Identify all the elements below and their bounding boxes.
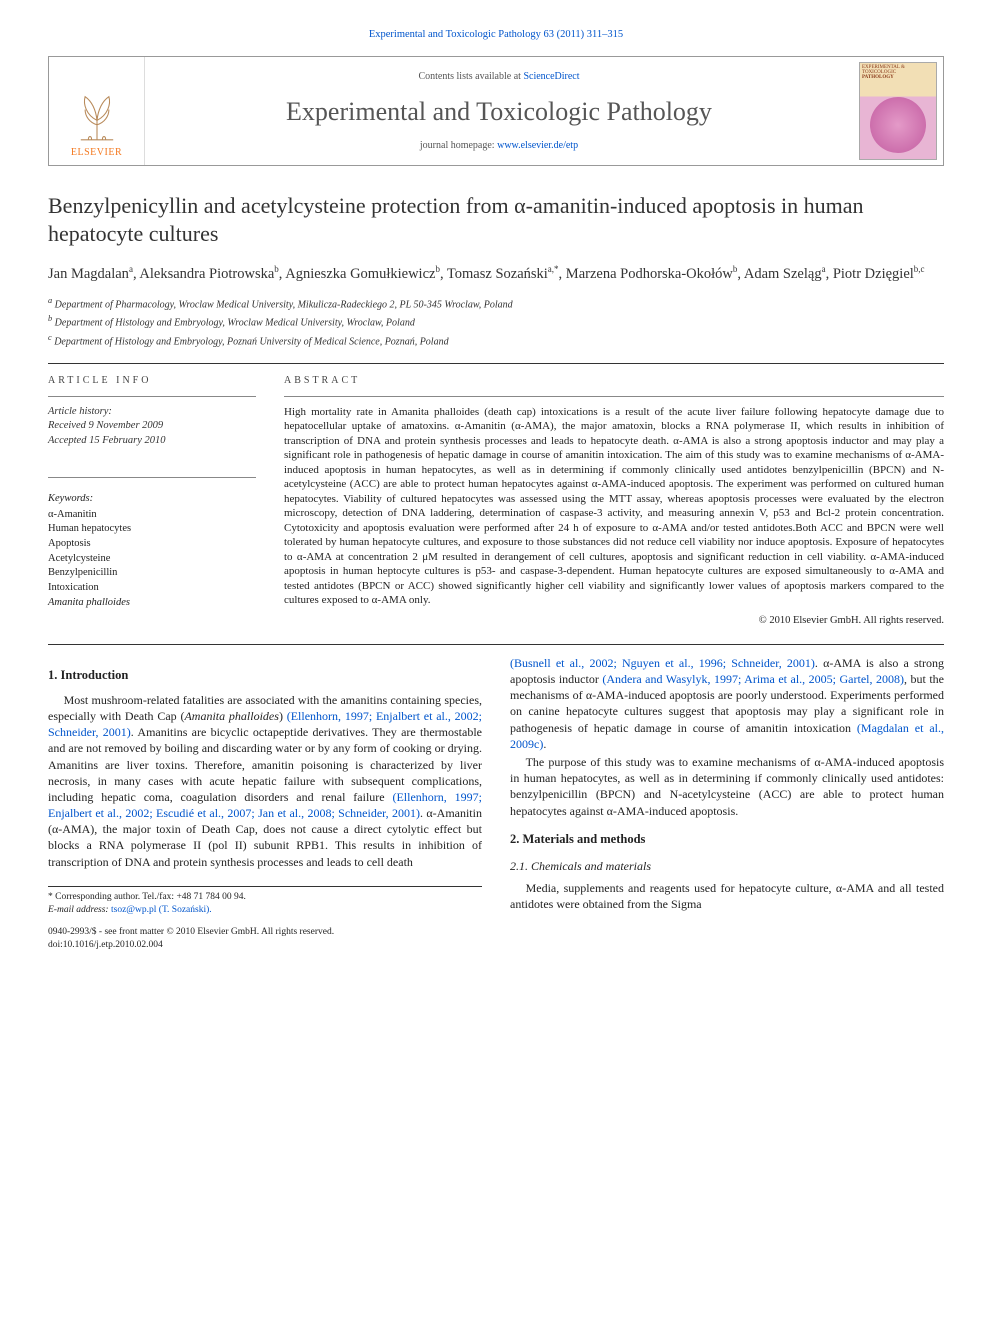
info-divider (48, 396, 256, 397)
keyword-5: Intoxication (48, 581, 256, 596)
affiliation-0: a Department of Pharmacology, Wroclaw Me… (48, 295, 944, 312)
corresponding-line: * Corresponding author. Tel./fax: +48 71… (48, 891, 482, 904)
banner-center: Contents lists available at ScienceDirec… (145, 57, 853, 165)
cover-image-icon (870, 97, 926, 153)
corresponding-author-footnote: * Corresponding author. Tel./fax: +48 71… (48, 886, 482, 917)
email-label: E-mail address: (48, 905, 109, 915)
section-1-para-3: The purpose of this study was to examine… (510, 754, 944, 819)
history-label: Article history: (48, 405, 256, 420)
cover-title-bottom: PATHOLOGY (862, 75, 934, 80)
homepage-prefix: journal homepage: (420, 140, 497, 151)
keyword-2: Apoptosis (48, 537, 256, 552)
journal-banner: ELSEVIER Contents lists available at Sci… (48, 56, 944, 166)
homepage-link[interactable]: www.elsevier.de/etp (497, 140, 578, 151)
keyword-6: Amanita phalloides (48, 596, 256, 611)
affiliation-2: c Department of Histology and Embryology… (48, 332, 944, 349)
doi-block: 0940-2993/$ - see front matter © 2010 El… (48, 926, 482, 952)
publisher-label: ELSEVIER (71, 146, 122, 160)
section-2-heading: 2. Materials and methods (510, 831, 944, 848)
abstract-copyright: © 2010 Elsevier GmbH. All rights reserve… (284, 614, 944, 628)
issn-line: 0940-2993/$ - see front matter © 2010 El… (48, 926, 482, 939)
abstract-column: ABSTRACT High mortality rate in Amanita … (284, 374, 944, 628)
keyword-1: Human hepatocytes (48, 522, 256, 537)
homepage-line: journal homepage: www.elsevier.de/etp (420, 139, 578, 153)
corresponding-email-link[interactable]: tsoz@wp.pl (T. Sozański). (111, 905, 212, 915)
article-info-label: ARTICLE INFO (48, 374, 256, 388)
elsevier-tree-icon (68, 86, 126, 144)
section-1-para-1: Most mushroom-related fatalities are ass… (48, 692, 482, 870)
affiliations-block: a Department of Pharmacology, Wroclaw Me… (48, 295, 944, 349)
cover-title-top: EXPERIMENTAL & TOXICOLOGIC (862, 65, 934, 75)
article-body: 1. Introduction Most mushroom-related fa… (48, 655, 944, 952)
email-line: E-mail address: tsoz@wp.pl (T. Sozański)… (48, 904, 482, 917)
article-history: Article history: Received 9 November 200… (48, 405, 256, 449)
contents-available-line: Contents lists available at ScienceDirec… (418, 70, 579, 84)
info-divider-2 (48, 477, 256, 478)
doi-line: doi:10.1016/j.etp.2010.02.004 (48, 939, 482, 952)
divider-rule (48, 363, 944, 364)
info-abstract-row: ARTICLE INFO Article history: Received 9… (48, 374, 944, 628)
authors-line: Jan Magdalana, Aleksandra Piotrowskab, A… (48, 263, 944, 285)
keyword-4: Benzylpenicillin (48, 566, 256, 581)
section-1-para-2: (Busnell et al., 2002; Nguyen et al., 19… (510, 655, 944, 752)
section-2-1-para-1: Media, supplements and reagents used for… (510, 880, 944, 912)
keyword-0: α-Amanitin (48, 508, 256, 523)
journal-citation: Experimental and Toxicologic Pathology 6… (48, 28, 944, 42)
cover-thumb-block: EXPERIMENTAL & TOXICOLOGIC PATHOLOGY (853, 57, 943, 165)
journal-name: Experimental and Toxicologic Pathology (286, 94, 712, 129)
abstract-label: ABSTRACT (284, 374, 944, 388)
divider-rule-2 (48, 644, 944, 645)
journal-cover-thumb: EXPERIMENTAL & TOXICOLOGIC PATHOLOGY (859, 62, 937, 160)
article-info-column: ARTICLE INFO Article history: Received 9… (48, 374, 256, 628)
keywords-label: Keywords: (48, 492, 256, 506)
contents-prefix: Contents lists available at (418, 71, 523, 82)
section-2-1-heading: 2.1. Chemicals and materials (510, 858, 944, 874)
journal-citation-text[interactable]: Experimental and Toxicologic Pathology 6… (369, 29, 623, 40)
keywords-list: α-AmanitinHuman hepatocytesApoptosisAcet… (48, 508, 256, 611)
section-1-heading: 1. Introduction (48, 667, 482, 684)
keyword-3: Acetylcysteine (48, 552, 256, 567)
affiliation-1: b Department of Histology and Embryology… (48, 313, 944, 330)
article-title: Benzylpenicyllin and acetylcysteine prot… (48, 192, 944, 247)
history-accepted: Accepted 15 February 2010 (48, 434, 256, 449)
history-received: Received 9 November 2009 (48, 419, 256, 434)
publisher-block: ELSEVIER (49, 57, 145, 165)
sciencedirect-link[interactable]: ScienceDirect (523, 71, 579, 82)
abstract-divider (284, 396, 944, 397)
abstract-text: High mortality rate in Amanita phalloide… (284, 405, 944, 608)
